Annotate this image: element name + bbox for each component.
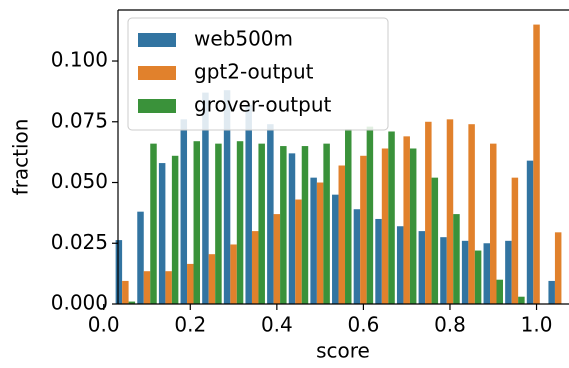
bar [258,143,265,304]
y-tick-label: 0.050 [51,169,108,193]
bar [554,232,562,304]
bar [474,250,482,304]
legend-swatch [138,66,176,80]
bar [403,136,410,304]
bar [280,146,287,304]
bar [548,280,555,304]
legend-swatch [138,99,176,113]
bar [526,160,534,304]
x-tick-label: 0.4 [261,313,293,337]
bar [345,129,352,304]
bar [518,296,525,304]
bar [461,240,469,304]
bar [310,177,317,304]
bar [150,143,157,304]
bar [273,214,281,304]
bar [446,119,454,305]
y-tick-label: 0.025 [51,230,108,254]
bar [396,226,404,304]
legend-label: web500m [194,27,293,51]
bar [381,148,389,304]
bar [301,146,309,304]
bar [453,214,460,304]
bar [187,263,194,304]
bar [128,301,136,304]
bar [511,177,519,304]
x-tick-label: 0.8 [434,313,466,337]
x-tick-label: 1.0 [521,313,553,337]
bar [143,271,151,304]
bar [409,148,417,304]
bar [165,271,172,304]
bar [202,92,209,304]
bar [425,121,432,305]
bar [193,141,201,304]
y-tick-label: 0.075 [51,108,108,132]
bar [122,280,129,304]
x-tick-label: 0.2 [174,313,206,337]
bar [483,243,491,304]
bar [267,124,274,304]
bar [230,244,237,304]
bar [236,141,244,304]
bar [496,279,503,304]
bar [353,209,361,304]
bar [295,199,302,304]
bar [115,240,123,304]
x-tick-label: 0.6 [348,313,380,337]
bar [468,124,475,304]
bar [505,240,512,304]
bar [323,143,330,304]
legend-swatch [138,33,176,47]
bar [388,131,395,304]
y-tick-label: 0.100 [51,48,108,72]
bar [490,143,497,304]
bar [375,218,382,304]
bar [360,155,367,304]
bar [215,143,222,304]
bar [338,165,346,304]
bar [223,90,231,304]
bar [332,194,339,304]
bar [440,237,447,304]
bar [533,24,540,304]
y-axis-label: fraction [9,119,33,196]
x-axis-label: score [316,339,370,363]
bar [316,182,324,304]
legend-label: gpt2-output [194,60,314,84]
bar [245,104,252,304]
bar [288,153,296,304]
legend-box [127,17,389,131]
x-tick-label: 0.0 [88,313,120,337]
bar [431,177,439,304]
bar [171,155,179,304]
y-tick-label: 0.000 [51,291,108,315]
bar [418,231,426,304]
bar [208,254,216,304]
bar [366,126,374,304]
bar [137,211,144,304]
legend-label: grover-output [194,93,332,117]
bar [251,231,259,304]
bar [180,119,188,305]
bar [158,163,166,304]
